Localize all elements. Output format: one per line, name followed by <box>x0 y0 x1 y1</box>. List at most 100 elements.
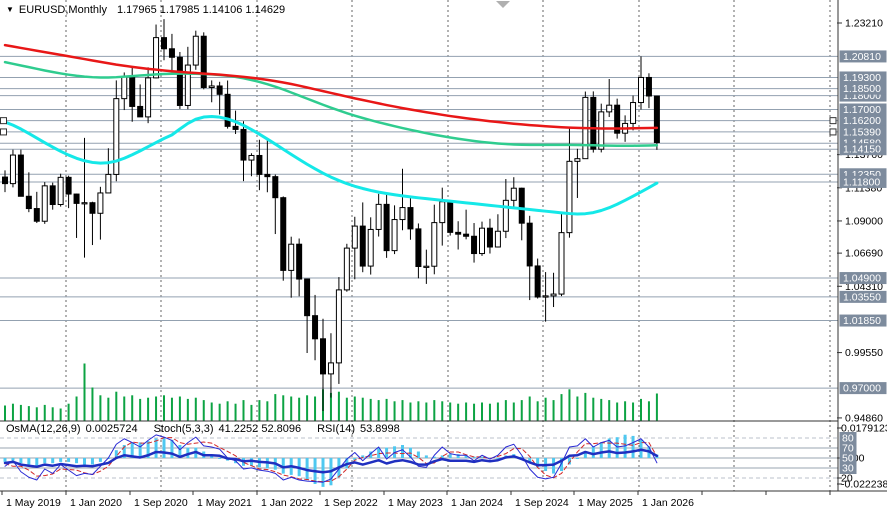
osma-bar <box>11 458 15 461</box>
indicator-level-badge-label: 80 <box>842 433 854 445</box>
candle-body <box>288 243 295 271</box>
price-badge-bg <box>839 314 887 327</box>
osma-bar <box>440 455 444 458</box>
volume-bar <box>123 396 126 421</box>
osma-bar <box>43 458 47 464</box>
volume-bar <box>218 403 221 421</box>
osma-label: OsMA(12,26,9) <box>6 423 81 435</box>
osma-value: 0.0025724 <box>85 423 138 435</box>
osma-bar <box>90 458 94 465</box>
chart-menu-icon[interactable]: ▼ <box>6 5 14 14</box>
osma-bar <box>472 456 476 458</box>
volume-bar <box>528 396 531 421</box>
volume-bar <box>99 395 102 421</box>
volume-bar <box>329 392 332 421</box>
chart-shift-marker[interactable] <box>496 1 510 8</box>
candle-body <box>391 219 398 252</box>
candle-body <box>455 231 462 235</box>
volume-bar <box>425 402 428 421</box>
volume-bar <box>43 404 46 421</box>
price-badge-bg <box>839 82 887 95</box>
volume-bar <box>655 393 658 421</box>
volume-bar <box>258 400 261 421</box>
price-badge-label: 1.17000 <box>843 104 881 116</box>
candle-body <box>304 278 311 317</box>
volume-bar <box>250 404 253 421</box>
osma-bar <box>560 458 563 471</box>
candle-body <box>479 227 485 255</box>
osma-bar <box>170 439 174 458</box>
osma-bar <box>122 445 126 458</box>
candle-body <box>399 207 406 221</box>
candle-body <box>232 125 239 130</box>
line-handle[interactable] <box>0 117 7 125</box>
osma-bar <box>599 442 603 458</box>
date-label: 1 Jan 2024 <box>451 497 503 509</box>
indicator-level-badge-label: 50 <box>842 453 854 465</box>
volume-bar <box>560 394 563 421</box>
candle-body <box>137 105 144 118</box>
osma-bar <box>281 458 285 474</box>
stoch-main-line <box>4 434 658 483</box>
candle-body <box>558 232 565 295</box>
candle-body <box>240 128 247 161</box>
price-badge-bg <box>839 125 887 138</box>
price-badge-label: 1.03550 <box>843 291 881 303</box>
candle-body <box>335 289 342 364</box>
price-badge-bg <box>839 382 887 395</box>
line-handle[interactable] <box>829 128 837 136</box>
candle-body <box>49 185 56 206</box>
candle-body <box>471 235 478 255</box>
price-badge-label: 1.20810 <box>843 51 881 63</box>
price-badge-label: 0.97000 <box>843 383 881 395</box>
price-badge-bg <box>839 175 887 188</box>
price-badge-bg <box>839 272 887 285</box>
candle-body <box>431 222 438 267</box>
osma-bar <box>353 458 357 461</box>
volume-bar <box>59 408 62 421</box>
price-label: 0.94860 <box>845 412 883 424</box>
candle-body <box>653 95 660 144</box>
volume-bar <box>290 396 293 421</box>
candle-body <box>343 247 350 291</box>
volume-bar <box>552 400 555 421</box>
date-label: 1 Sep 2024 <box>515 497 569 509</box>
volume-bar <box>155 396 158 421</box>
osma-bar <box>615 437 619 458</box>
osma-bar <box>210 455 214 458</box>
osma-bar <box>536 458 540 468</box>
candle-body <box>105 173 112 194</box>
candle-body <box>494 230 501 248</box>
osma-bar <box>575 458 579 459</box>
line-handle[interactable] <box>829 117 837 125</box>
candle-body <box>606 104 613 113</box>
volume-bar <box>139 398 142 421</box>
volume-bar <box>51 407 54 421</box>
candle-body <box>351 225 358 249</box>
stoch-label: Stoch(5,3,3) <box>153 423 214 435</box>
osma-bar <box>178 445 182 458</box>
volume-bar <box>504 400 507 421</box>
volume-bar <box>27 406 30 421</box>
line-handle[interactable] <box>0 128 7 136</box>
volume-bar <box>473 403 476 421</box>
volume-bar <box>298 397 301 421</box>
candle-body <box>264 173 271 178</box>
osma-bar <box>51 458 55 464</box>
price-badge-bg <box>839 71 887 84</box>
candle-body <box>33 208 40 222</box>
volume-bar <box>481 402 483 421</box>
candle-body <box>542 295 549 298</box>
candle-body <box>415 228 422 267</box>
candle-body <box>208 85 215 88</box>
ma-cyan-line <box>3 114 659 216</box>
osma-bar <box>3 458 7 462</box>
volume-bar <box>83 363 86 421</box>
volume-bar <box>401 400 404 421</box>
volume-bar <box>616 402 619 421</box>
price-badge-label: 1.18500 <box>843 83 881 95</box>
price-badge-label: 1.01850 <box>843 315 881 327</box>
volume-bar <box>353 396 356 421</box>
volume-bar <box>361 397 364 421</box>
